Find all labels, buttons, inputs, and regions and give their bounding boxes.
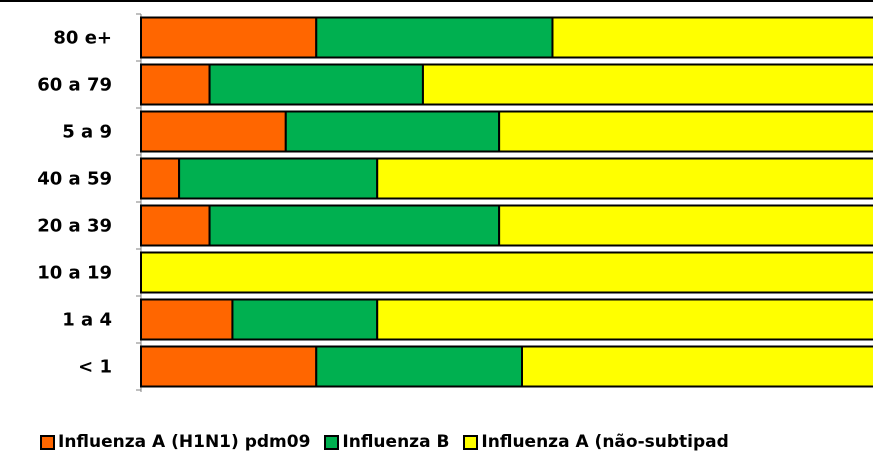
- legend-item: Influenza A (H1N1) pdm09: [40, 432, 310, 452]
- bar-segment-series-1: [315, 16, 554, 59]
- bar-segment-series-1: [178, 157, 379, 200]
- bar-segment-series-1: [208, 204, 501, 247]
- bar-segment-series-0: [140, 345, 318, 388]
- category-labels: 80 e+ 60 a 79 5 a 9 40 a 59 20 a 39 10 a 19 1 …: [37, 28, 112, 378]
- bar-segment-series-2: [421, 63, 873, 106]
- category-label: < 1: [78, 357, 112, 378]
- bar-segment-series-0: [140, 204, 211, 247]
- legend-label: Influenza A (H1N1) pdm09: [58, 432, 311, 452]
- legend-item: Influenza B: [324, 432, 449, 452]
- category-label: 20 a 39: [37, 216, 112, 237]
- bar-segment-series-0: [140, 157, 181, 200]
- bars: [140, 16, 873, 388]
- category-label: 1 a 4: [62, 310, 112, 331]
- bar-segment-series-2: [376, 157, 873, 200]
- bar-segment-series-0: [140, 63, 211, 106]
- bar-segment-series-0: [140, 298, 234, 341]
- bar-segment-series-2: [140, 251, 873, 294]
- bar-segment-series-2: [498, 204, 873, 247]
- bar-segment-series-0: [140, 16, 318, 59]
- y-axis-ticks: [136, 13, 141, 391]
- bar-segment-series-2: [498, 110, 873, 153]
- category-label: 5 a 9: [62, 122, 112, 143]
- legend-label: Influenza B: [342, 432, 450, 452]
- category-label: 60 a 79: [37, 75, 112, 96]
- category-label: 80 e+: [53, 28, 112, 49]
- bar-segment-series-1: [284, 110, 501, 153]
- bar-segment-series-2: [376, 298, 873, 341]
- legend-swatch: [463, 434, 479, 450]
- bar-segment-series-2: [521, 345, 873, 388]
- legend: Influenza A (H1N1) pdm09 Influenza B Influ…: [40, 432, 743, 458]
- bar-segment-series-1: [231, 298, 379, 341]
- bar-segment-series-1: [315, 345, 524, 388]
- bar-segment-series-0: [140, 110, 287, 153]
- legend-label: Influenza A (não-subtipad: [481, 432, 729, 452]
- category-label: 40 a 59: [37, 169, 112, 190]
- bar-segment-series-1: [208, 63, 424, 106]
- category-label: 10 a 19: [37, 263, 112, 284]
- legend-swatch: [324, 434, 340, 450]
- legend-item: Influenza A (não-subtipad: [463, 432, 729, 452]
- legend-swatch: [40, 434, 55, 450]
- bar-segment-series-2: [551, 16, 873, 59]
